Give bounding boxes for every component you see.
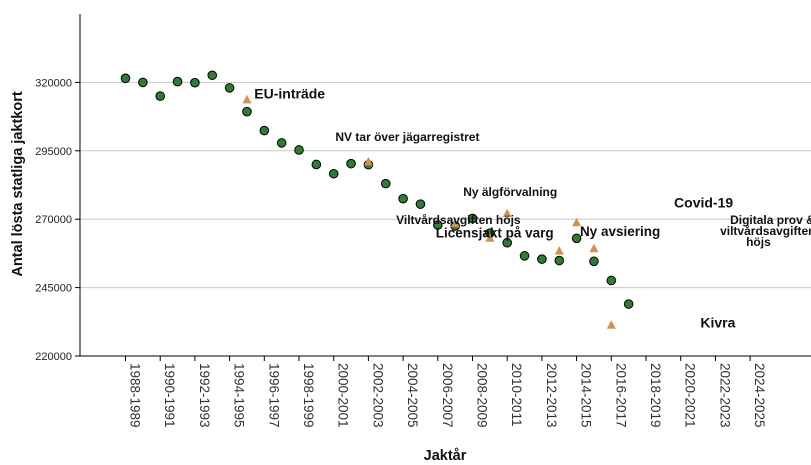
data-point-circle — [311, 159, 322, 170]
data-point-circle — [519, 251, 530, 261]
data-point-circle — [346, 158, 356, 169]
x-tick-label: 2016-2017 — [613, 363, 628, 428]
data-point-circle — [606, 275, 617, 286]
annotation-label: NV tar över jägarregistret — [335, 130, 479, 144]
x-tick-label: 1994-1995 — [232, 363, 247, 428]
data-point-circle — [589, 256, 599, 267]
x-tick-label: 2014-2015 — [579, 363, 594, 428]
annotation-label: Covid-19 — [674, 195, 733, 211]
x-tick-label: 1990-1991 — [162, 363, 177, 428]
annotation-label: Ny älgförvalning — [463, 185, 557, 199]
data-point-circle — [502, 237, 513, 248]
data-point-triangle — [363, 156, 373, 166]
annotation-label: Ny avsiering — [580, 224, 660, 239]
data-point-triangle — [554, 246, 564, 255]
gridlines — [80, 81, 811, 289]
x-tick-label: 2000-2001 — [336, 363, 351, 428]
annotation-label: Viltvårdsavgiften höjs — [396, 213, 521, 227]
data-point-circle — [259, 125, 270, 136]
x-tick-label: 2002-2003 — [370, 363, 385, 428]
y-tick-label: 220000 — [35, 351, 72, 363]
annotation-label: EU-inträde — [254, 85, 325, 101]
annotation-label: höjs — [746, 235, 771, 249]
x-tick-label: 2008-2009 — [475, 363, 490, 428]
x-tick-label: 1996-1997 — [266, 363, 281, 428]
annotation-label: viltvårdsavgiften — [720, 224, 811, 238]
data-point-circle — [537, 254, 547, 264]
data-point-triangle — [606, 320, 616, 329]
x-tick-label: 2020-2021 — [683, 363, 698, 428]
y-axis-title: Antal lösta statliga jaktkort — [10, 91, 26, 276]
x-tick-label: 2012-2013 — [544, 363, 559, 428]
data-point-triangle — [502, 208, 512, 218]
y-tick-label: 245000 — [35, 283, 72, 295]
annotations: EU-inträde NV tar över jägarregistret Ny ä… — [254, 85, 811, 330]
annotation-label: Kivra — [700, 314, 735, 330]
x-tick-label: 2018-2019 — [648, 363, 663, 428]
data-point-circle — [242, 106, 252, 117]
annotation-label: Digitala prov & — [730, 213, 811, 227]
data-point-circle — [328, 168, 339, 179]
data-point-triangle — [485, 233, 495, 242]
annotation-label: Licensjakt på varg — [436, 226, 554, 241]
x-axis-title: Jaktår — [424, 448, 467, 464]
x-tick-label: 2004-2005 — [405, 363, 420, 428]
data-point-circle — [380, 178, 391, 189]
x-tick-label: 1998-1999 — [301, 363, 316, 428]
data-point-circle — [120, 73, 131, 84]
data-point-circle — [571, 233, 582, 244]
x-tick-label: 2006-2007 — [440, 363, 455, 428]
data-point-circle — [294, 145, 304, 155]
data-point-triangle — [572, 217, 582, 227]
data-point-circle — [224, 83, 235, 93]
data-point-circle — [433, 220, 443, 230]
data-point-circle — [623, 299, 634, 309]
y-tick-label: 270000 — [35, 214, 72, 226]
data-point-circle — [415, 199, 426, 209]
data-point-circle — [207, 70, 218, 81]
x-tick-label: 2024-2025 — [752, 363, 767, 428]
y-tick-label: 320000 — [35, 77, 72, 89]
y-tick-label: 295000 — [35, 146, 72, 158]
x-tick-label: 1988-1989 — [128, 363, 143, 428]
data-point-triangle — [450, 218, 460, 228]
data-point-triangle — [242, 94, 252, 104]
x-tick-label: 1992-1993 — [197, 363, 212, 428]
data-point-circle — [172, 76, 183, 87]
x-tick-label: 2022-2023 — [717, 363, 732, 428]
data-point-triangle — [589, 243, 599, 253]
x-ticks: 1988-1989 1990-1991 1992-1993 1994-1995 1996… — [125, 356, 767, 428]
axes — [79, 14, 811, 357]
data-point-circle — [190, 77, 200, 88]
data-points — [120, 70, 634, 329]
data-point-circle — [155, 91, 165, 101]
data-point-circle — [554, 255, 565, 266]
x-tick-label: 2010-2011 — [509, 363, 524, 427]
y-ticks: 220000 245000 270000 295000 320000 — [35, 77, 80, 363]
data-point-circle — [398, 193, 408, 204]
data-point-circle — [276, 138, 287, 148]
data-point-circle — [467, 213, 478, 224]
data-point-circle — [138, 77, 148, 88]
